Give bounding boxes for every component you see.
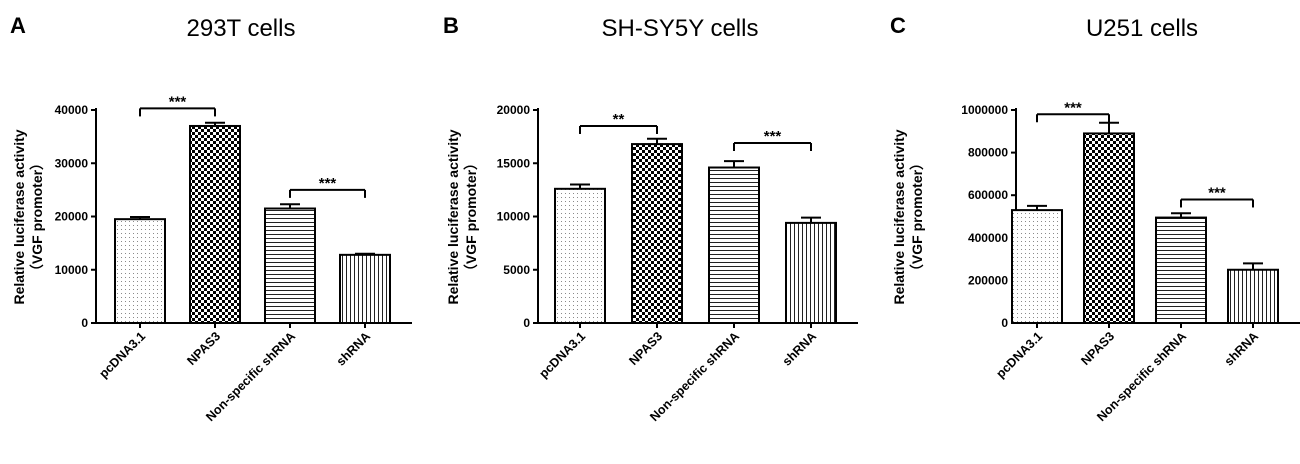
y-axis-label-unit: （VGF promoter） bbox=[463, 156, 479, 278]
bar bbox=[264, 207, 316, 324]
plot-area: 0 5000 10000 15000 20000 pcDNA3.1 NPAS3Non-spe… bbox=[497, 103, 858, 424]
y-tick-label: 10000 bbox=[497, 210, 531, 224]
y-tick-label: 800000 bbox=[968, 146, 1008, 160]
bar bbox=[339, 253, 391, 324]
y-tick-label: 0 bbox=[523, 316, 530, 330]
category-label: NPAS3 bbox=[1078, 329, 1117, 368]
significance-label: *** bbox=[1208, 184, 1226, 201]
category-label: NPAS3 bbox=[184, 329, 223, 368]
bar bbox=[1155, 216, 1207, 324]
bar bbox=[708, 166, 760, 324]
panel-c: C U251 cells Relative luciferase activit… bbox=[890, 13, 1300, 424]
y-tick-label: 40000 bbox=[55, 103, 89, 117]
y-tick-label: 10000 bbox=[55, 263, 89, 277]
panel-title: U251 cells bbox=[1086, 15, 1198, 42]
category-label: Non-specific shRNA bbox=[647, 329, 742, 424]
significance-label: *** bbox=[169, 93, 187, 110]
y-tick-label: 15000 bbox=[497, 156, 531, 170]
significance-label: *** bbox=[1064, 99, 1082, 116]
y-tick-label: 1000000 bbox=[961, 103, 1008, 117]
panel-title: 293T cells bbox=[187, 15, 296, 42]
y-tick-label: 5000 bbox=[503, 263, 530, 277]
y-axis-label: Relative luciferase activity bbox=[445, 129, 461, 304]
category-label: shRNA bbox=[1222, 329, 1261, 368]
y-tick-label: 0 bbox=[1001, 316, 1008, 330]
plot-area: 0 200000 400000 600000 800000 1000000 pcDNA3.1… bbox=[961, 99, 1300, 424]
y-axis-label-unit: （VGF promoter） bbox=[29, 156, 45, 278]
category-label: shRNA bbox=[780, 329, 819, 368]
significance-label: *** bbox=[319, 175, 337, 192]
panel-letter: C bbox=[890, 13, 906, 38]
y-tick-label: 0 bbox=[81, 316, 88, 330]
y-tick-label: 200000 bbox=[968, 273, 1008, 287]
panel-letter: B bbox=[443, 13, 459, 38]
bar bbox=[785, 221, 837, 324]
significance-label: ** bbox=[613, 111, 625, 128]
y-axis-label: Relative luciferase activity bbox=[11, 129, 27, 304]
bar bbox=[1083, 132, 1135, 324]
y-tick-label: 20000 bbox=[497, 103, 531, 117]
y-tick-label: 20000 bbox=[55, 210, 89, 224]
panel-b: B SH-SY5Y cells Relative luciferase acti… bbox=[443, 13, 858, 424]
panel-letter: A bbox=[10, 13, 26, 38]
category-label: shRNA bbox=[334, 329, 373, 368]
category-label: pcDNA3.1 bbox=[536, 329, 588, 381]
panel-title: SH-SY5Y cells bbox=[602, 15, 759, 42]
category-label: NPAS3 bbox=[626, 329, 665, 368]
bar bbox=[1011, 209, 1063, 324]
panel-a: A 293T cells Relative luciferase activit… bbox=[10, 13, 412, 424]
y-tick-label: 400000 bbox=[968, 231, 1008, 245]
bar bbox=[114, 218, 166, 325]
y-axis-label: Relative luciferase activity bbox=[891, 129, 907, 304]
category-label: pcDNA3.1 bbox=[96, 329, 148, 381]
y-tick-label: 600000 bbox=[968, 188, 1008, 202]
bar bbox=[189, 124, 241, 324]
bar bbox=[1227, 268, 1279, 324]
y-axis-label-unit: （VGF promoter） bbox=[909, 156, 925, 278]
y-tick-label: 30000 bbox=[55, 156, 89, 170]
category-label: pcDNA3.1 bbox=[993, 329, 1045, 381]
bar bbox=[554, 187, 606, 324]
bar bbox=[631, 143, 683, 324]
significance-label: *** bbox=[764, 128, 782, 145]
